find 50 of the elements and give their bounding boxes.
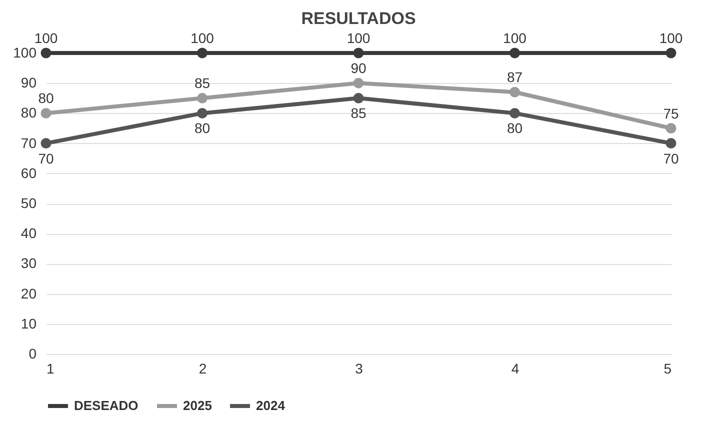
point (510, 86, 520, 98)
legend-label: 2024 (256, 398, 286, 413)
point (197, 48, 208, 58)
y-tick-label: 10 (20, 315, 37, 332)
legend-label: DESEADO (74, 398, 138, 413)
chart-title: RESULTADOS (301, 9, 416, 28)
data-label: 70 (38, 150, 54, 166)
point (510, 108, 520, 118)
data-label: 80 (38, 90, 54, 106)
point (666, 123, 676, 134)
point (40, 108, 52, 118)
data-label: 85 (194, 75, 210, 92)
y-tick-label: 70 (20, 134, 37, 151)
data-label: 80 (506, 120, 523, 136)
x-tick-label: 3 (355, 360, 364, 376)
data-label: 87 (506, 69, 523, 86)
x-tick-label: 5 (664, 360, 672, 376)
data-label: 70 (663, 150, 679, 166)
point (353, 48, 364, 58)
y-tick-label: 30 (20, 255, 37, 272)
y-tick-label: 60 (20, 164, 37, 181)
y-tick-label: 40 (20, 225, 37, 242)
y-tick-label: 50 (20, 195, 37, 211)
x-tick-label: 4 (511, 360, 520, 376)
point (353, 92, 364, 104)
point (666, 138, 676, 149)
x-tick-label: 1 (46, 360, 54, 376)
point (197, 108, 208, 118)
x-tick-label: 2 (198, 360, 207, 376)
y-tick-label: 90 (20, 74, 37, 91)
y-tick-label: 80 (20, 104, 37, 121)
data-label: 80 (194, 120, 210, 136)
y-tick-label: 0 (28, 346, 37, 362)
point (666, 48, 676, 58)
point (197, 92, 208, 104)
data-label: 85 (350, 105, 366, 122)
legend-label: 2025 (183, 398, 212, 413)
point (510, 48, 520, 58)
data-label: 90 (350, 60, 366, 76)
y-tick-label: 20 (20, 285, 37, 302)
data-label: 100 (34, 30, 58, 46)
data-label: 100 (190, 30, 214, 46)
point (40, 138, 52, 149)
data-label: 100 (346, 30, 370, 46)
y-tick-label: 100 (13, 44, 37, 60)
data-label: 100 (659, 30, 683, 46)
point (353, 78, 364, 88)
point (40, 48, 52, 58)
data-label: 100 (503, 30, 527, 46)
data-label: 75 (663, 105, 679, 122)
